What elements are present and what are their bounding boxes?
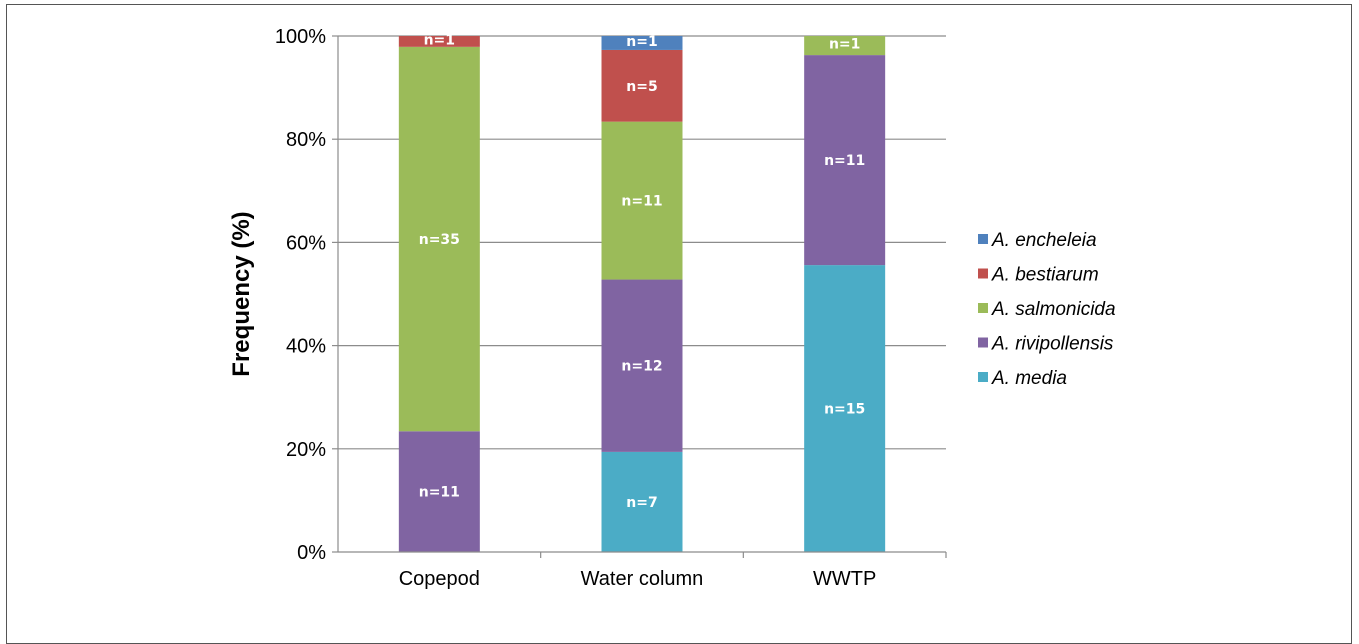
- x-tick-label: WWTP: [813, 568, 876, 590]
- legend-label: A. encheleia: [991, 230, 1097, 251]
- legend-swatch: [978, 268, 988, 279]
- x-tick-label: Water column: [581, 568, 704, 590]
- data-label: n=35: [419, 232, 460, 248]
- bar-segment: [804, 36, 886, 56]
- bar-segment: [398, 431, 480, 552]
- data-label: n=1: [626, 34, 657, 50]
- bar-segment: [398, 46, 480, 432]
- legend-label: A. bestiarum: [991, 265, 1099, 286]
- legend-swatch: [978, 372, 988, 382]
- axes: 0% 20% 40% 60% 80% 100% Copepod Water column WWT…: [275, 26, 947, 590]
- y-tick-label: 80%: [286, 129, 326, 151]
- data-label: n=11: [621, 194, 662, 210]
- data-label: n=1: [829, 37, 860, 53]
- data-label: n=5: [626, 79, 657, 95]
- bar-segment: [601, 36, 683, 50]
- data-label: n=11: [824, 153, 865, 169]
- legend-swatch: [978, 337, 988, 348]
- x-tick-label: Copepod: [399, 568, 480, 590]
- bar-segment: [601, 279, 683, 452]
- legend-label: A. media: [991, 368, 1067, 389]
- y-tick-label: 60%: [286, 232, 326, 254]
- y-tick-label: 20%: [286, 439, 326, 461]
- bar-segment: [601, 451, 683, 552]
- bars: n=11 n=35 n=1 n=7 n=12 n=11 n=5 n=1 n=15 n=11 n=1: [398, 32, 886, 552]
- y-axis-label: Frequency (%): [228, 211, 255, 376]
- data-label: n=7: [626, 495, 657, 511]
- legend-swatch: [978, 234, 988, 244]
- bar-segment: [601, 49, 683, 122]
- legend: A. encheleia A. bestiarum A. salmonicida A.…: [978, 230, 1116, 389]
- y-tick-label: 100%: [275, 26, 326, 48]
- legend-label: A. rivipollensis: [991, 334, 1114, 355]
- y-tick-label: 40%: [286, 336, 326, 358]
- data-label: n=1: [424, 32, 455, 48]
- data-label: n=15: [824, 402, 865, 418]
- bar-segment: [804, 55, 886, 266]
- data-label: n=12: [621, 359, 662, 375]
- legend-label: A. salmonicida: [991, 299, 1116, 320]
- y-tick-label: 0%: [297, 542, 326, 564]
- bar-segment: [398, 36, 480, 47]
- bar-segment: [601, 121, 683, 280]
- legend-swatch: [978, 303, 988, 313]
- data-label: n=11: [419, 485, 460, 501]
- stacked-bar-chart: n=11n=35n=1n=7n=12n=11n=5n=1n=15n=11n=1 …: [228, 26, 1116, 590]
- bar-segment: [804, 265, 886, 552]
